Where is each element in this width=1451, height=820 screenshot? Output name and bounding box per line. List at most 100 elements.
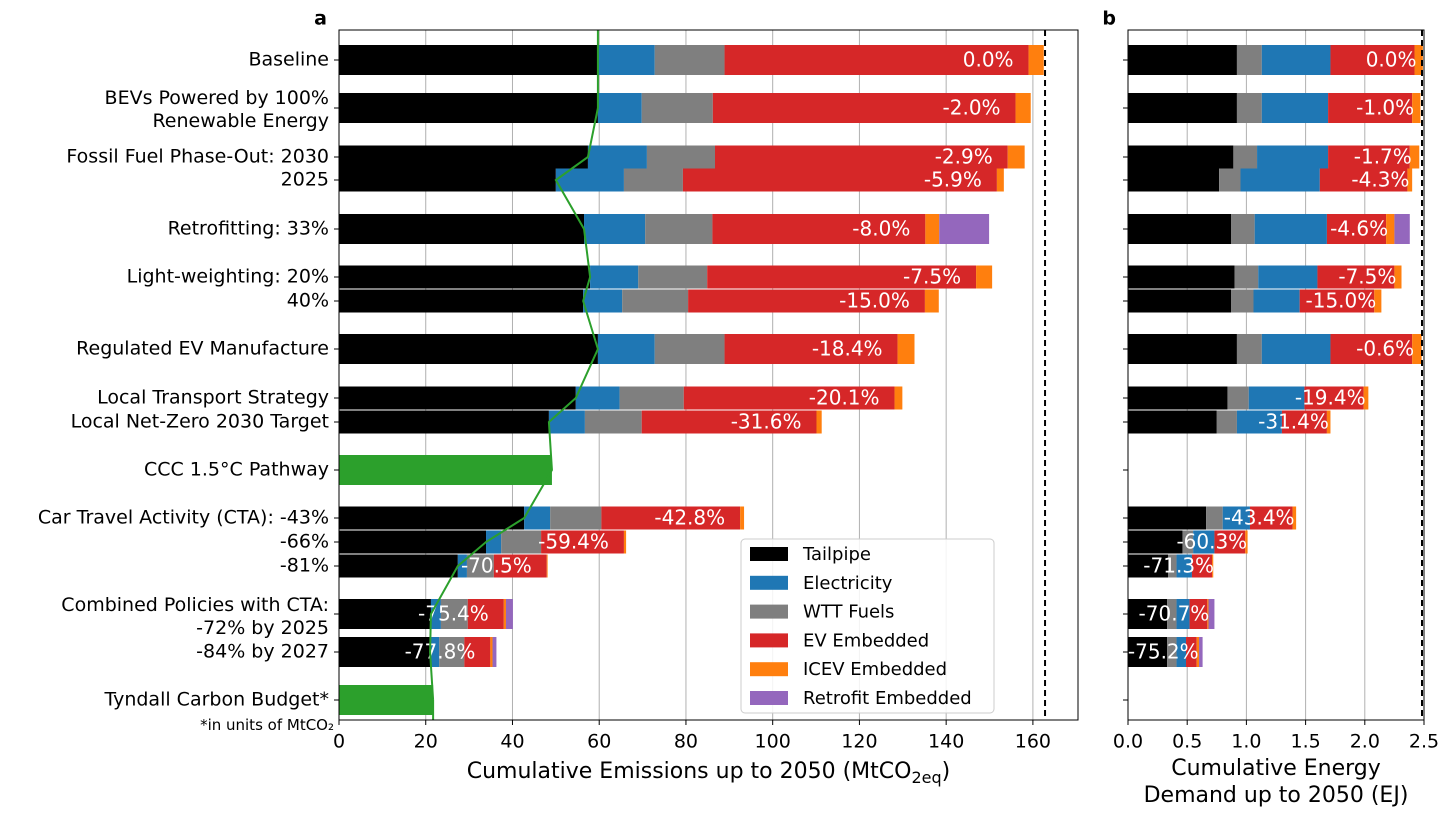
x-tick-label: 1.5 [1290, 731, 1320, 753]
bar-segment [1189, 599, 1208, 629]
x-axis-label-part: Cumulative Emissions up to 2050 (MtCO [467, 759, 912, 784]
bar-segment [439, 637, 465, 667]
bar-segment [1409, 145, 1420, 169]
bar-segment [707, 265, 977, 289]
change-label: -70.5% [461, 554, 532, 578]
legend-label: Tailpipe [802, 544, 871, 565]
change-label: -1.7% [1354, 145, 1412, 169]
x-tick-label: 2.5 [1409, 731, 1439, 753]
bar-segment [1231, 289, 1254, 313]
bar-segment [1168, 554, 1177, 578]
bar-segment [645, 214, 713, 244]
bar-segment [1254, 214, 1327, 244]
bar-segment [1128, 168, 1220, 192]
legend-box [740, 538, 995, 714]
bar-segment [1167, 599, 1177, 629]
change-label: -4.6% [1330, 217, 1388, 241]
legend-label: Retrofit Embedded [803, 688, 972, 709]
bar-segment [1319, 168, 1408, 192]
bar-segment [1216, 410, 1237, 434]
change-label: -59.4% [538, 530, 609, 554]
bar-segment [638, 265, 708, 289]
bar-segment [740, 506, 745, 530]
bar-segment [1227, 386, 1249, 410]
legend-label: WTT Fuels [803, 602, 894, 623]
bar-segment [550, 506, 602, 530]
bar-segment [597, 45, 655, 75]
bar-segment [1326, 410, 1331, 434]
bar-segment [897, 334, 915, 364]
bar-segment [712, 93, 1016, 123]
bar-segment [1128, 637, 1168, 667]
bar-segment [1128, 599, 1168, 629]
bar-segment [619, 386, 684, 410]
bar-segment [1196, 637, 1200, 667]
change-label: -77.8% [405, 640, 476, 664]
bar-segment [1128, 386, 1228, 410]
bar-segment [1330, 334, 1413, 364]
bar-segment [1281, 410, 1327, 434]
x-tick-label: 80 [674, 731, 698, 753]
bar-segment [641, 93, 713, 123]
bar-segment [1182, 530, 1194, 554]
bar-segment [1292, 506, 1297, 530]
bar-segment [1245, 530, 1248, 554]
bar-segment [1176, 599, 1190, 629]
x-tick-label: 40 [500, 731, 524, 753]
footnote: *in units of MtCO₂ [200, 716, 334, 734]
bar-segment [1412, 334, 1422, 364]
y-tick-label: Car Travel Activity (CTA): -43% [37, 506, 329, 529]
change-label: -19.4% [1295, 386, 1366, 410]
x-tick-label: 0.5 [1172, 731, 1202, 753]
direct-emissions-line [429, 60, 599, 701]
bar-segment [996, 168, 1004, 192]
change-label: -43.4% [1224, 506, 1295, 530]
change-label: -75.2% [1128, 640, 1199, 664]
bar-segment [1208, 599, 1215, 629]
y-tick-label: -84% by 2027 [196, 640, 329, 663]
bar-segment [546, 554, 548, 578]
y-tick-label: Baseline [248, 48, 329, 71]
bar-segment [1191, 554, 1213, 578]
change-label: -7.5% [903, 265, 961, 289]
bar-segment [339, 168, 556, 192]
bar-segment [1015, 93, 1031, 123]
axes-frame [338, 29, 1079, 721]
change-label: -2.9% [935, 145, 993, 169]
bar-segment [541, 530, 624, 554]
bar-segment [1234, 265, 1259, 289]
change-label: -20.1% [809, 386, 880, 410]
bar-segment [1240, 168, 1320, 192]
bar-segment [1167, 637, 1177, 667]
legend-swatch [750, 691, 788, 705]
bar-segment [467, 599, 504, 629]
bar-segment [575, 386, 620, 410]
bar-segment [1414, 45, 1423, 75]
bar-segment [715, 145, 1008, 169]
bar-segment [1394, 214, 1410, 244]
legend-swatch [750, 547, 788, 561]
change-label: 0.0% [1366, 48, 1417, 72]
panel-label: a [314, 8, 327, 30]
bar-segment [1128, 410, 1217, 434]
bar-segment [584, 214, 646, 244]
x-tick-label: 1.0 [1231, 731, 1261, 753]
bar-segment [486, 530, 502, 554]
change-label: -2.0% [943, 96, 1001, 120]
change-label: -70.7% [1139, 602, 1210, 626]
bar-segment [1328, 93, 1413, 123]
bar-segment [1363, 386, 1369, 410]
bar-segment [493, 554, 547, 578]
change-label: -8.0% [852, 217, 910, 241]
bar-segment [1028, 45, 1044, 75]
x-axis-label-sub: 2eq [911, 768, 941, 787]
bar-segment [1128, 506, 1207, 530]
bar-segment [1299, 289, 1375, 313]
panel-label: b [1102, 8, 1116, 30]
bar-segment [1261, 45, 1331, 75]
x-tick-label: 20 [414, 731, 438, 753]
change-label: -60.3% [1176, 530, 1247, 554]
bar-segment [623, 530, 627, 554]
bar-segment [1128, 214, 1232, 244]
